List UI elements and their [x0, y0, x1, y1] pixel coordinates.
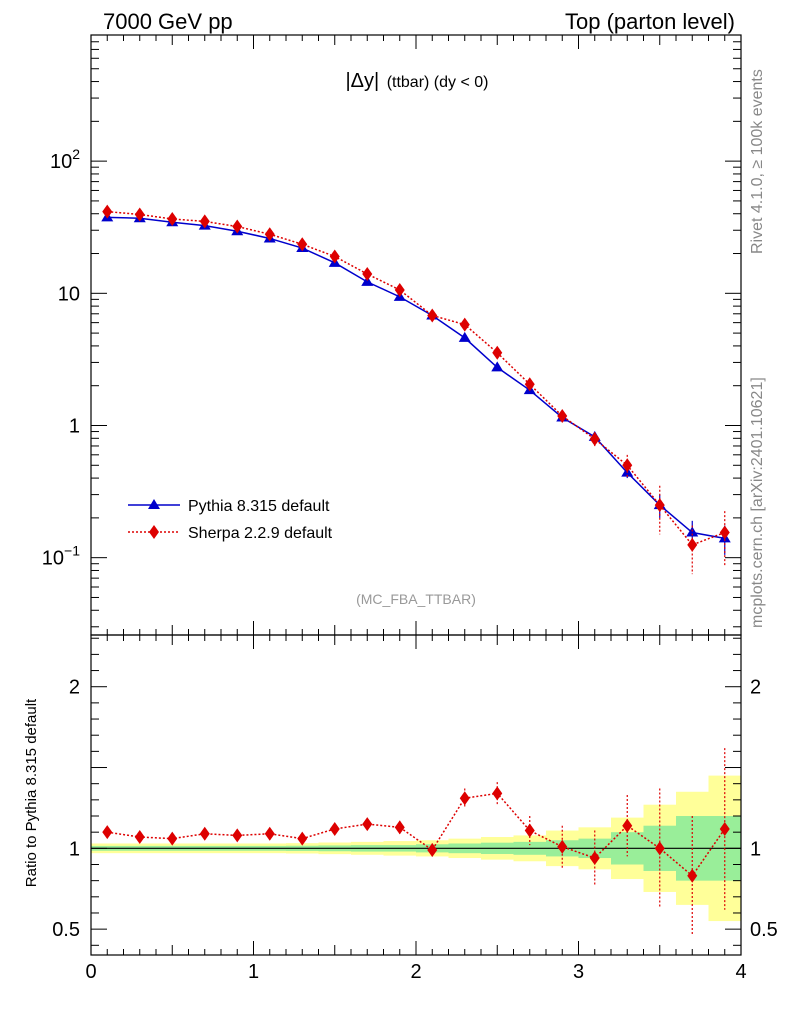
- ratio-point: [199, 826, 210, 841]
- legend-marker-sherpa: [149, 525, 159, 539]
- y-tick-label-base: 10: [50, 151, 72, 173]
- data-point: [557, 408, 568, 423]
- ratio-point: [524, 823, 535, 838]
- data-point: [492, 345, 503, 360]
- data-point: [167, 211, 178, 226]
- data-point: [362, 266, 373, 281]
- y-tick-label: 1: [69, 415, 80, 437]
- ratio-point: [167, 831, 178, 846]
- ratio-ticks: 0.5 0.5 1 1 2 2 0 1 2 3 4: [52, 635, 778, 983]
- y-tick-label-base: 1: [69, 415, 80, 437]
- main-frame: [90, 34, 742, 636]
- data-point: [459, 317, 470, 332]
- ratio-point: [232, 828, 243, 843]
- y-tick-label-right: 2: [750, 677, 761, 699]
- data-point: [102, 204, 113, 219]
- series-line: [107, 210, 726, 546]
- data-point: [394, 282, 405, 297]
- data-point: [491, 361, 504, 372]
- legend-label-pythia: Pythia 8.315 default: [188, 498, 330, 515]
- ratio-panel: 0.5 0.5 1 1 2 2 0 1 2 3 4 Ratio to Pythia 8.315 de…: [23, 634, 778, 983]
- data-point: [458, 331, 471, 342]
- y-tick-label: 1: [69, 838, 80, 860]
- mcplots-label: mcplots.cern.ch [arXiv:2401.10621]: [749, 377, 766, 628]
- data-point: [687, 537, 698, 552]
- legend-marker-pythia: [148, 499, 160, 509]
- ratio-frame: [90, 634, 742, 956]
- ratio-point: [394, 820, 405, 835]
- main-series: [101, 204, 731, 575]
- series-line: [107, 216, 725, 540]
- data-point: [264, 227, 275, 242]
- legend-label-sherpa: Sherpa 2.2.9 default: [188, 525, 333, 542]
- data-point: [622, 458, 633, 473]
- data-point: [134, 207, 145, 222]
- ratio-point: [427, 842, 438, 857]
- x-tick-label: 4: [735, 961, 746, 983]
- y-tick-label-base: 10: [58, 283, 80, 305]
- data-point: [589, 432, 600, 447]
- ratio-ylabel: Ratio to Pythia 8.315 default: [23, 698, 40, 887]
- y-tick-label: 0.5: [52, 919, 80, 941]
- data-point: [232, 219, 243, 234]
- header-left: 7000 GeV pp: [103, 9, 233, 34]
- main-title-subscript: (ttbar) (dy < 0): [387, 74, 489, 91]
- ratio-point: [589, 851, 600, 866]
- ratio-point: [622, 818, 633, 833]
- data-point: [524, 377, 535, 392]
- ratio-point: [459, 791, 470, 806]
- ratio-point: [492, 786, 503, 801]
- main-title: |Δy| (ttbar) (dy < 0): [345, 70, 488, 92]
- x-tick-label: 3: [573, 961, 584, 983]
- ratio-point: [134, 830, 145, 845]
- y-tick-label-base: 10: [42, 548, 64, 570]
- header-right: Top (parton level): [565, 9, 735, 34]
- data-point: [654, 498, 665, 513]
- main-title-observable: |Δy|: [345, 70, 379, 92]
- y-tick-label-right: 0.5: [750, 919, 778, 941]
- x-tick-label: 0: [85, 961, 96, 983]
- rivet-label: Rivet 4.1.0, ≥ 100k events: [749, 69, 766, 254]
- ratio-point: [362, 817, 373, 832]
- y-tick-label: 10: [58, 283, 80, 305]
- ratio-point: [687, 868, 698, 883]
- data-point: [719, 525, 730, 540]
- ratio-point: [102, 825, 113, 840]
- ratio-series: [102, 748, 730, 936]
- y-tick-label: 10−1: [42, 543, 80, 570]
- y-tick-label-exponent: −1: [64, 543, 80, 559]
- ratio-point: [264, 826, 275, 841]
- plot-watermark: (MC_FBA_TTBAR): [356, 591, 476, 607]
- main-panel: |Δy| (ttbar) (dy < 0) (MC_FBA_TTBAR) 10−…: [42, 34, 742, 636]
- data-point: [329, 249, 340, 264]
- ratio-point: [297, 831, 308, 846]
- x-tick-label: 2: [410, 961, 421, 983]
- y-tick-label: 2: [69, 677, 80, 699]
- x-tick-label: 1: [248, 961, 259, 983]
- ratio-point: [557, 839, 568, 854]
- data-point: [297, 237, 308, 252]
- y-tick-label-right: 1: [750, 838, 761, 860]
- y-tick-label: 102: [50, 146, 80, 173]
- legend: Pythia 8.315 default Sherpa 2.2.9 defaul…: [128, 498, 333, 542]
- ratio-point: [719, 821, 730, 836]
- ratio-point: [329, 821, 340, 836]
- data-point: [427, 308, 438, 323]
- data-point: [199, 214, 210, 229]
- ratio-point: [654, 841, 665, 856]
- y-tick-label-exponent: 2: [72, 146, 80, 162]
